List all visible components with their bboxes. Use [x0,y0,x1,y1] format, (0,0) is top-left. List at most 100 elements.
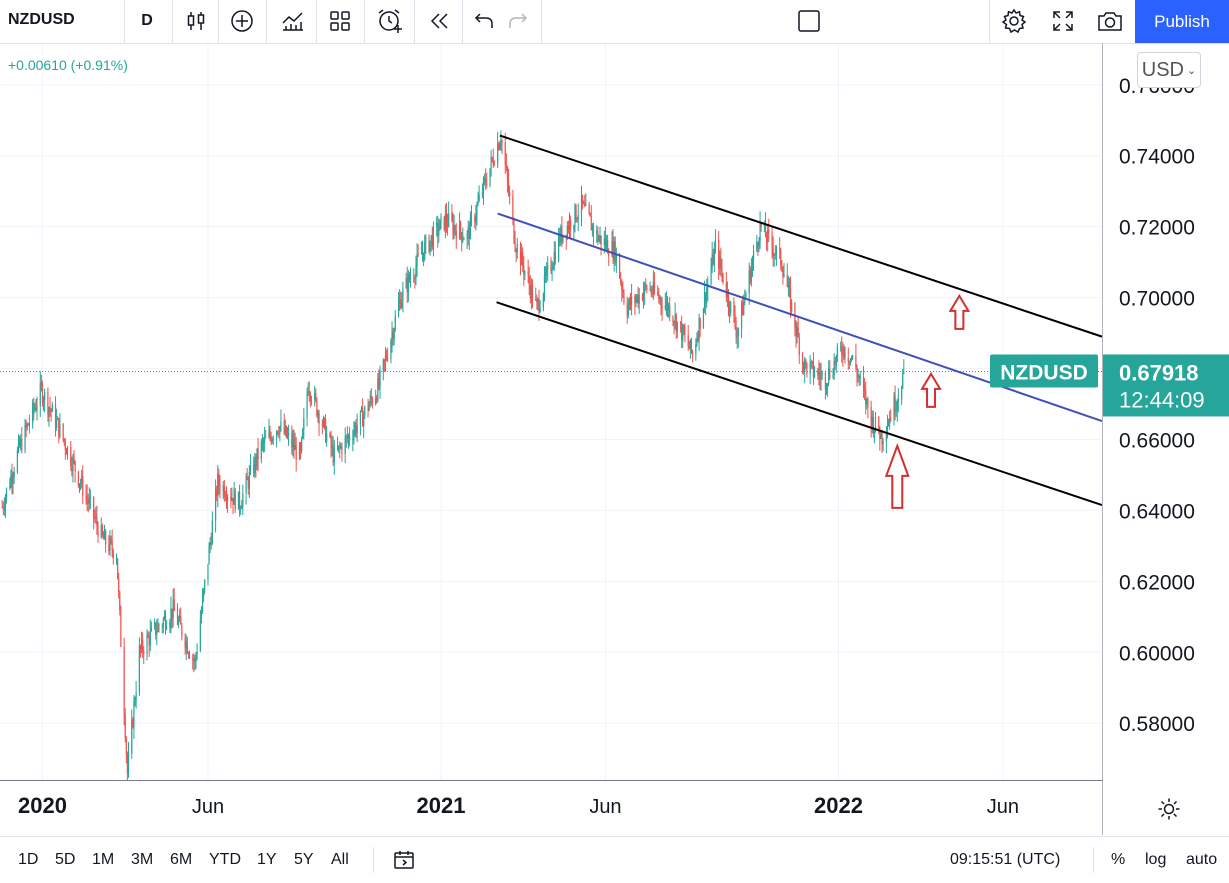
candle-body [149,630,151,646]
candle-body [118,578,120,592]
candle-body [682,325,684,341]
candle-body [247,479,249,489]
settings-icon[interactable] [998,0,1030,42]
expand-icon[interactable] [1048,0,1078,42]
candle-body [383,359,385,361]
layout-icon[interactable] [326,0,354,42]
symbol-search[interactable]: NZDUSD [8,11,75,28]
candle-body [705,292,707,304]
candle-body [711,253,713,269]
candle-body [148,637,150,646]
candle-body [783,274,785,277]
candle-body [301,437,303,452]
candle-body [683,325,685,334]
candle-body [736,336,738,338]
replay-icon[interactable] [426,0,454,42]
candle-body [468,227,470,240]
candle-body [478,194,480,201]
candle-body [330,435,332,448]
candle-body [599,235,601,239]
publish-button[interactable]: Publish [1135,0,1229,43]
currency-selector[interactable]: USD ⌄ [1137,52,1201,88]
candle-body [25,424,27,428]
redo-icon[interactable] [506,0,530,42]
candle-body [726,291,729,298]
candle-body [26,423,28,428]
candle-body [873,429,876,434]
candle-body [559,234,561,243]
interval-button[interactable]: D [141,12,153,29]
candle-body [238,491,241,510]
candle-body [284,426,286,434]
candle-body [188,654,191,658]
range-ytd[interactable]: YTD [209,851,241,868]
candle-body [506,168,509,181]
candle-body [127,753,130,774]
goto-date-icon[interactable] [393,849,415,876]
candle-body [93,497,95,518]
candle-body [192,657,194,660]
candle-body [752,250,755,261]
candle-body [866,398,868,405]
clock-readout[interactable]: 09:15:51 (UTC) [950,851,1061,868]
candle-body [872,416,874,434]
candle-body [722,272,724,283]
undo-icon[interactable] [472,0,496,42]
candle-body [804,359,806,373]
candle-body [355,424,357,433]
candle-body [196,650,198,656]
range-5y[interactable]: 5Y [294,851,314,868]
indicators-icon[interactable] [278,0,308,42]
candle-body [852,355,854,359]
candle-body [181,624,183,637]
candle-body [679,321,682,324]
price-tag-value: 0.67918 [1119,360,1199,385]
log-toggle[interactable]: log [1145,851,1167,868]
candle-body [901,388,903,401]
symbol-tag-label: NZDUSD [1000,361,1088,384]
candle-body [615,253,617,263]
camera-icon[interactable] [1094,0,1126,42]
candle-body [843,347,845,356]
candle-body [491,157,493,160]
candle-body [626,302,628,316]
price-tick-label: 0.72000 [1119,217,1195,240]
candle-body [607,240,609,254]
candle-body [568,219,571,230]
candle-body [287,433,290,436]
range-1d[interactable]: 1D [18,851,39,868]
range-1m[interactable]: 1M [92,851,115,868]
candle-body [318,412,320,425]
range-6m[interactable]: 6M [170,851,193,868]
range-1y[interactable]: 1Y [257,851,277,868]
candle-body [768,229,770,234]
candle-body [455,230,457,239]
candle-body [135,692,137,701]
auto-toggle[interactable]: auto [1186,851,1218,868]
candle-body [17,439,20,451]
fullscreen-square-icon[interactable] [794,0,824,42]
candle-body [407,274,409,293]
timezone-icon[interactable] [1157,797,1181,821]
range-all[interactable]: All [331,851,349,868]
alert-icon[interactable] [374,0,406,42]
candles-icon[interactable] [182,0,210,42]
add-compare-icon[interactable] [228,0,256,42]
candle-body [429,240,431,252]
trend-drawings[interactable] [496,134,1103,509]
candle-body [842,353,844,356]
percent-toggle[interactable]: % [1111,851,1126,868]
range-3m[interactable]: 3M [131,851,154,868]
time-axis[interactable]: 2020 Jun 2021 Jun 2022 Jun [18,793,1019,818]
candle-body [226,496,229,502]
candle-body [583,202,585,204]
candle-body [780,249,782,266]
candle-body [356,425,358,433]
candle-body [306,393,308,418]
candle-body [585,203,587,207]
candle-body [241,506,243,509]
candle-body [774,254,776,256]
candle-body [391,332,393,341]
range-5d[interactable]: 5D [55,851,76,868]
